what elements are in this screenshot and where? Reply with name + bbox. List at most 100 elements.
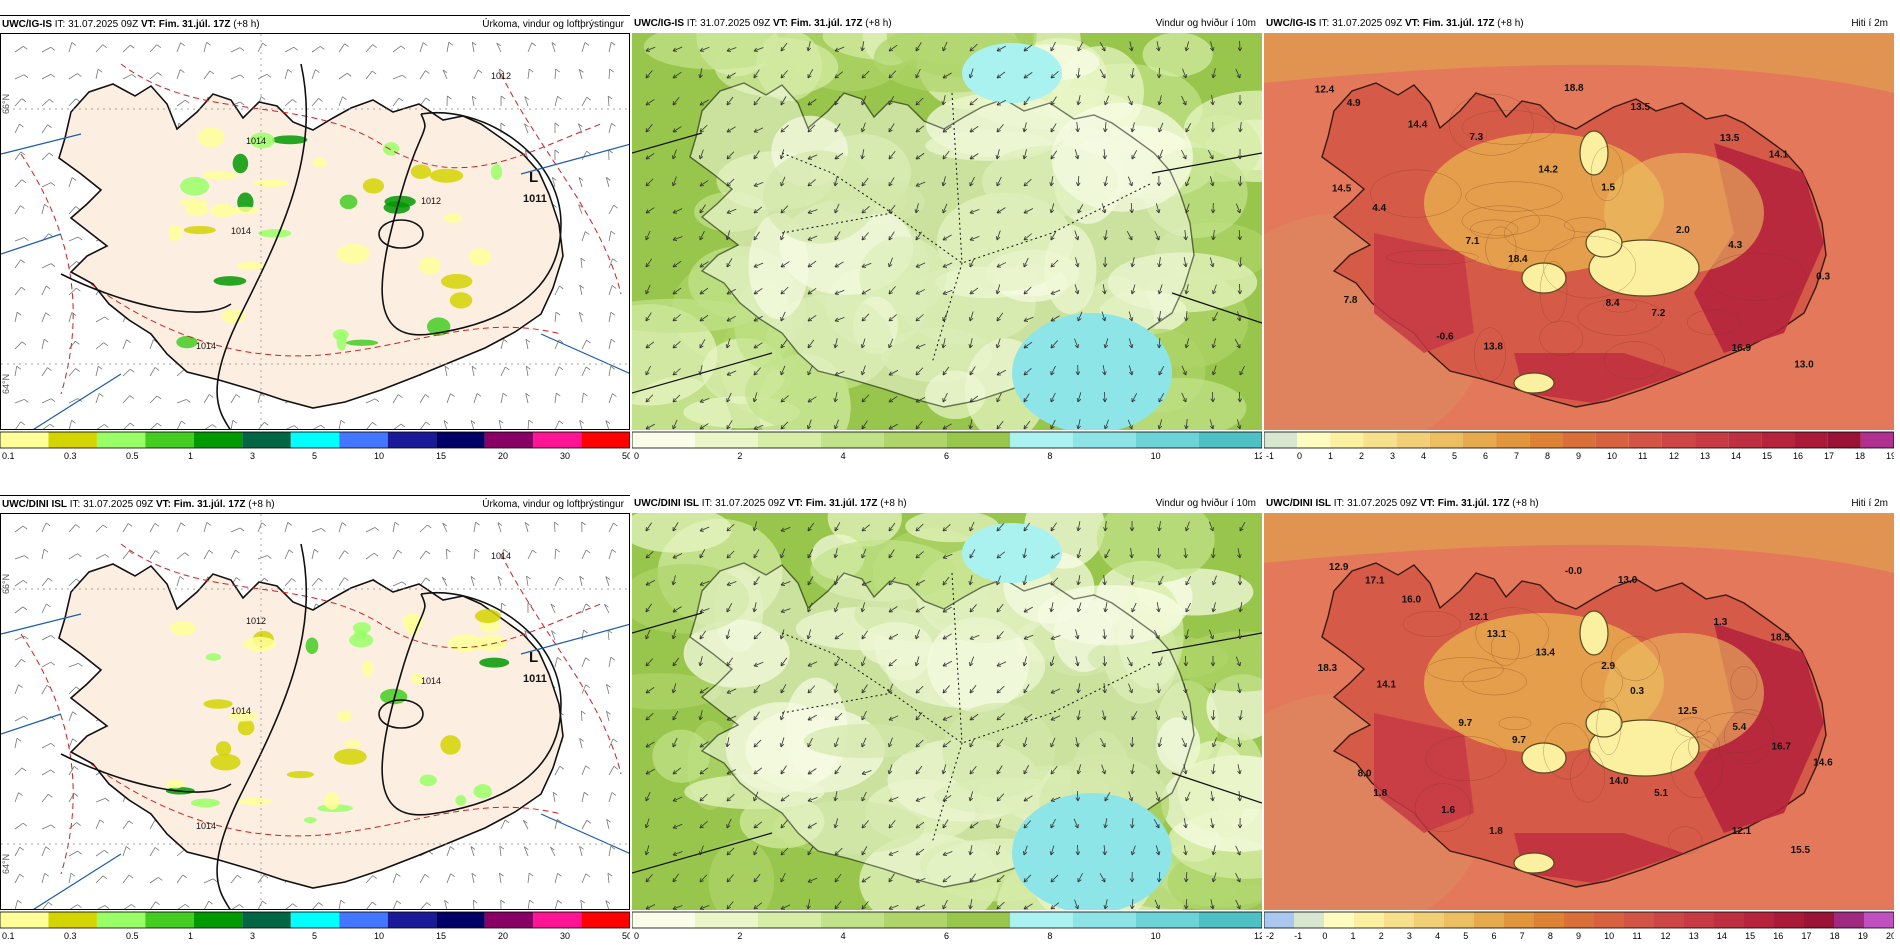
map-label: 1012 [491, 71, 511, 81]
colorbar-tick-label: 2 [1379, 931, 1384, 941]
colorbar-swatch [1199, 912, 1262, 928]
colorbar-swatch [581, 432, 630, 448]
colorbar-tick-label: 10 [374, 451, 384, 461]
district-borders [781, 572, 1153, 844]
lead-time: (+8 h) [248, 499, 275, 510]
colorbar-tick-label: 11 [1638, 451, 1647, 461]
colorbar-tick-label: 20 [1886, 931, 1894, 941]
temp-value-label: 12.9 [1329, 562, 1349, 573]
colorbar-tick-label: 1 [1328, 451, 1333, 461]
panel-title: Hiti í 2m [1851, 18, 1888, 29]
temp-value-label: 18.8 [1564, 83, 1584, 94]
temp-map[interactable]: 12.4 7.3 1.5 4.3 7.8 13.8 13.5 14.1 4.4 18.4 7.2 13… [1264, 33, 1894, 430]
colorbar-tick-label: 3 [250, 931, 255, 941]
colorbar-tick-label: 9 [1576, 451, 1581, 461]
colorbar-tick-label: 3 [1407, 931, 1412, 941]
valid-time: Fim. 31.júl. 17Z [790, 18, 863, 29]
colorbar-tick-label: 7 [1514, 451, 1519, 461]
colorbar-tick-label: 9 [1576, 931, 1581, 941]
colorbar-tick-label: 15 [1745, 931, 1755, 941]
map-label: 66°N [1, 94, 11, 114]
colorbar-tick-label: 0.1 [2, 451, 15, 461]
colorbar-swatch [193, 432, 243, 448]
temp-value-label: 13.4 [1536, 647, 1556, 658]
map-label: 64°N [1, 374, 11, 394]
colorbar-tick-label: 50 [622, 931, 630, 941]
colorbar-tick-label: 12 [1254, 451, 1262, 461]
colorbar-tick-label: 6 [1483, 451, 1488, 461]
colorbar-swatch [1834, 912, 1864, 928]
temp-value-label: 14.6 [1813, 757, 1833, 768]
colorbar-swatch [1136, 432, 1199, 448]
temp-value-label: 18.4 [1508, 254, 1528, 265]
colorbar-swatch [1396, 432, 1430, 448]
temp-value-label: 14.4 [1408, 119, 1428, 130]
model-name: UWC/DINI ISL [2, 499, 67, 510]
colorbar-tick-label: 0 [1297, 451, 1302, 461]
temp-value-label: 13.5 [1631, 102, 1651, 113]
colorbar-swatch [1264, 432, 1298, 448]
temp-value-label: 13.8 [1483, 342, 1503, 353]
temp-value-label: 2.9 [1601, 661, 1615, 672]
wind-barbs [644, 520, 1246, 910]
colorbar-swatch [242, 912, 291, 928]
valid-time: Fim. 31.júl. 17Z [173, 499, 246, 510]
colorbar-swatch [436, 432, 485, 448]
colorbar-tick-label: 3 [250, 451, 255, 461]
wind-map[interactable] [632, 33, 1262, 430]
temp-contours [1370, 93, 1807, 382]
map-label: 1014 [231, 226, 251, 236]
colorbar-tick-label: 8 [1545, 451, 1550, 461]
colorbar-swatch [533, 432, 582, 448]
colorbar-swatch [1594, 912, 1624, 928]
colorbar-swatch [947, 912, 1010, 928]
lead-time: (+8 h) [880, 498, 907, 509]
model-name: UWC/DINI ISL [634, 498, 699, 509]
colorbar-tick-label: 14 [1717, 931, 1727, 941]
panel-title: Úrkoma, vindur og loftþrýstingur [482, 19, 624, 30]
colorbar-tick-label: 19 [1886, 451, 1894, 461]
colorbar-tick-label: 17 [1824, 451, 1834, 461]
temp-value-label: 9.7 [1458, 718, 1472, 729]
colorbar-swatch [1774, 912, 1804, 928]
model-name: UWC/DINI ISL [1266, 498, 1331, 509]
model-name: UWC/IG-IS [634, 18, 684, 29]
model-name: UWC/IG-IS [1266, 18, 1316, 29]
map-label: 1011 [523, 673, 547, 685]
valid-label: VT: [140, 19, 156, 30]
colorbar-tick-label: 10 [1604, 931, 1614, 941]
colorbar-swatch [484, 912, 534, 928]
temp-value-label: 4.3 [1728, 240, 1742, 251]
colorbar-swatch [1363, 432, 1397, 448]
precip-map[interactable]: L 1011 1014 1012 1014 1014 1012 66°N 64°N [0, 33, 630, 430]
colorbar-swatch [758, 432, 821, 448]
colorbar-tick-label: 0 [634, 451, 639, 461]
map-label: 1014 [421, 676, 441, 686]
colorbar-tick-label: 3 [1390, 451, 1395, 461]
temp-value-label: 0.3 [1630, 686, 1644, 697]
valid-label: VT: [1419, 498, 1435, 509]
colorbar-tick-label: 4 [841, 931, 846, 941]
colorbar-tick-label: 0.5 [126, 931, 139, 941]
colorbar-swatch [1330, 432, 1364, 448]
temp-value-label: 7.3 [1469, 132, 1483, 143]
temp-map[interactable]: 12.9 12.1 2.9 5.4 8.0 1.8 13.0 18.5 14.1 9.7 5.1 15… [1264, 513, 1894, 910]
colorbar-swatch [581, 912, 630, 928]
temp-value-label: 16.0 [1402, 594, 1422, 605]
colorbar-swatch [1073, 432, 1136, 448]
init-time: IT: 31.07.2025 09Z [69, 499, 154, 510]
colorbar-tick-label: 30 [560, 451, 570, 461]
colorbar-swatch [1714, 912, 1744, 928]
colorbar-tick-label: 13 [1689, 931, 1699, 941]
temp-value-label: 8.0 [1358, 768, 1372, 779]
precip-map[interactable]: L 1011 1014 1014 1012 1014 1014 66°N 64°N [0, 513, 630, 910]
colorbar-swatch [1474, 912, 1504, 928]
colorbar-tick-label: 15 [436, 451, 446, 461]
colorbar-tick-label: 19 [1858, 931, 1868, 941]
map-label: 1014 [196, 341, 216, 351]
colorbar-swatch [96, 432, 146, 448]
colorbar-swatch [387, 912, 437, 928]
colorbar-tick-label: 20 [498, 451, 508, 461]
wind-map[interactable] [632, 513, 1262, 910]
colorbar-swatch [1595, 432, 1629, 448]
